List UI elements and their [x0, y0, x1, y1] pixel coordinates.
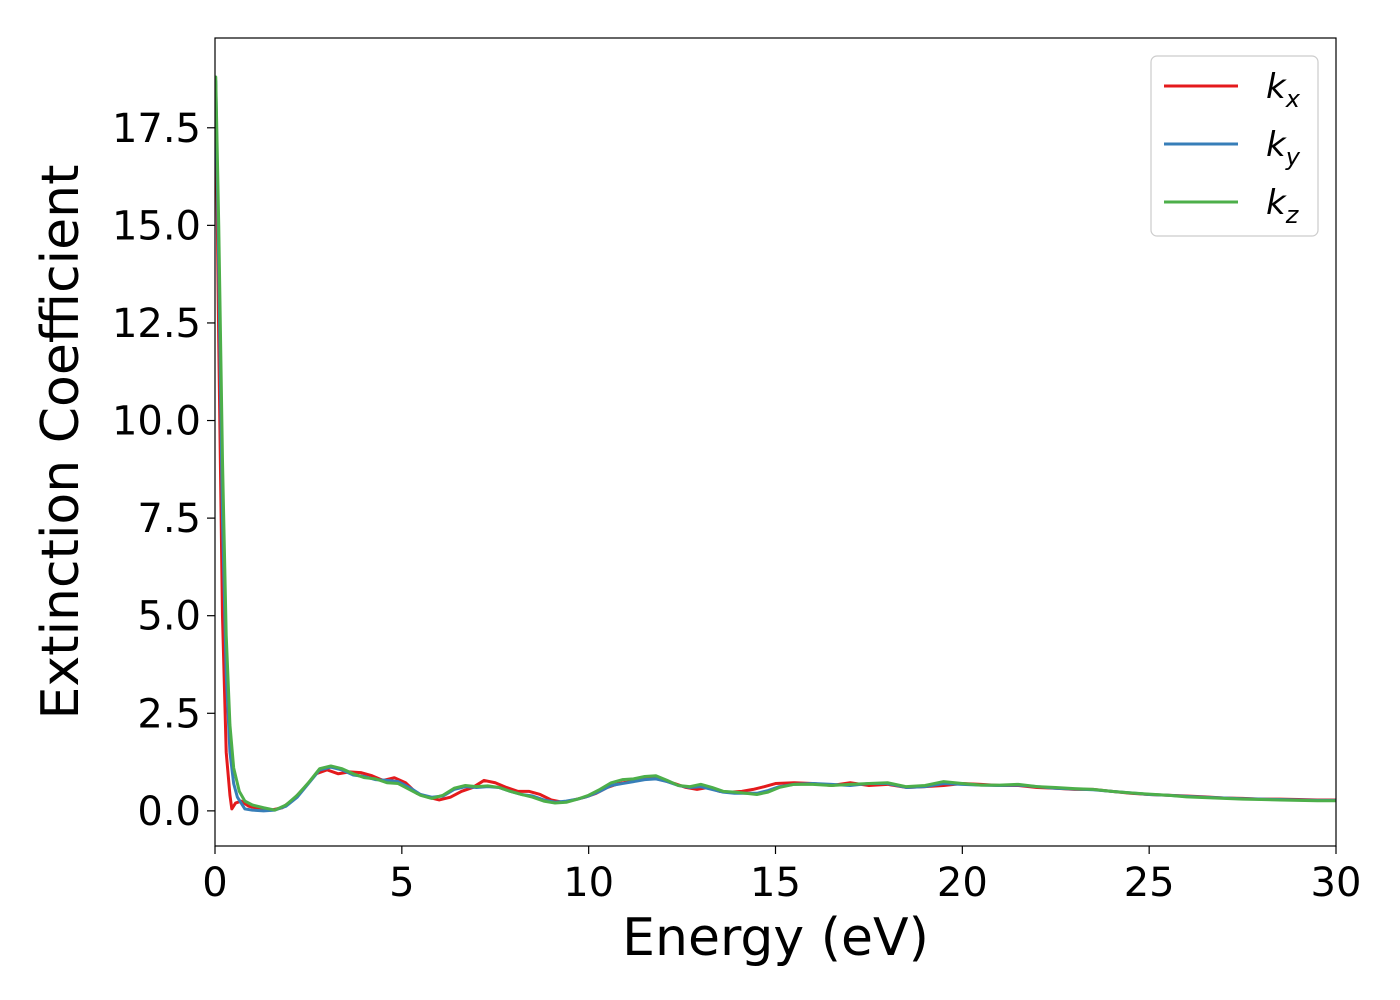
series-line-z [215, 75, 1336, 812]
y-tick-label: 15.0 [112, 203, 201, 249]
y-axis-ticks: 0.0 2.5 5.0 7.5 10.0 12.5 15.0 17.5 [112, 106, 215, 835]
y-tick-label: 7.5 [137, 496, 201, 542]
y-tick-label: 10.0 [112, 399, 201, 445]
x-tick-label: 20 [937, 860, 988, 906]
legend-label-subscript: x [1285, 85, 1301, 113]
x-tick-label: 10 [563, 860, 614, 906]
legend-label-y: ky [1266, 125, 1301, 171]
y-tick-label: 5.0 [137, 594, 201, 640]
legend-label-subscript: z [1285, 201, 1300, 229]
y-tick-label: 17.5 [112, 106, 201, 152]
x-tick-label: 5 [389, 860, 414, 906]
legend-box [1150, 55, 1319, 237]
x-axis-label: Energy (eV) [622, 908, 929, 968]
y-tick-label: 0.0 [137, 789, 201, 835]
x-tick-label: 25 [1124, 860, 1175, 906]
x-axis-ticks: 0 5 10 15 20 25 30 [202, 846, 1361, 906]
series-layer [215, 75, 1336, 813]
legend-label-subscript: y [1285, 143, 1301, 171]
legend-label-z: kz [1266, 183, 1300, 229]
legend-label-x: kx [1266, 67, 1301, 113]
x-tick-label: 0 [202, 860, 227, 906]
legend-label-base: k [1266, 67, 1287, 107]
x-tick-label: 30 [1311, 860, 1362, 906]
y-tick-label: 2.5 [137, 691, 201, 737]
legend-label-base: k [1266, 125, 1287, 165]
y-axis-label: Extinction Coefficient [31, 165, 91, 720]
y-tick-label: 12.5 [112, 301, 201, 347]
legend-label-base: k [1266, 183, 1287, 223]
x-tick-label: 15 [750, 860, 801, 906]
